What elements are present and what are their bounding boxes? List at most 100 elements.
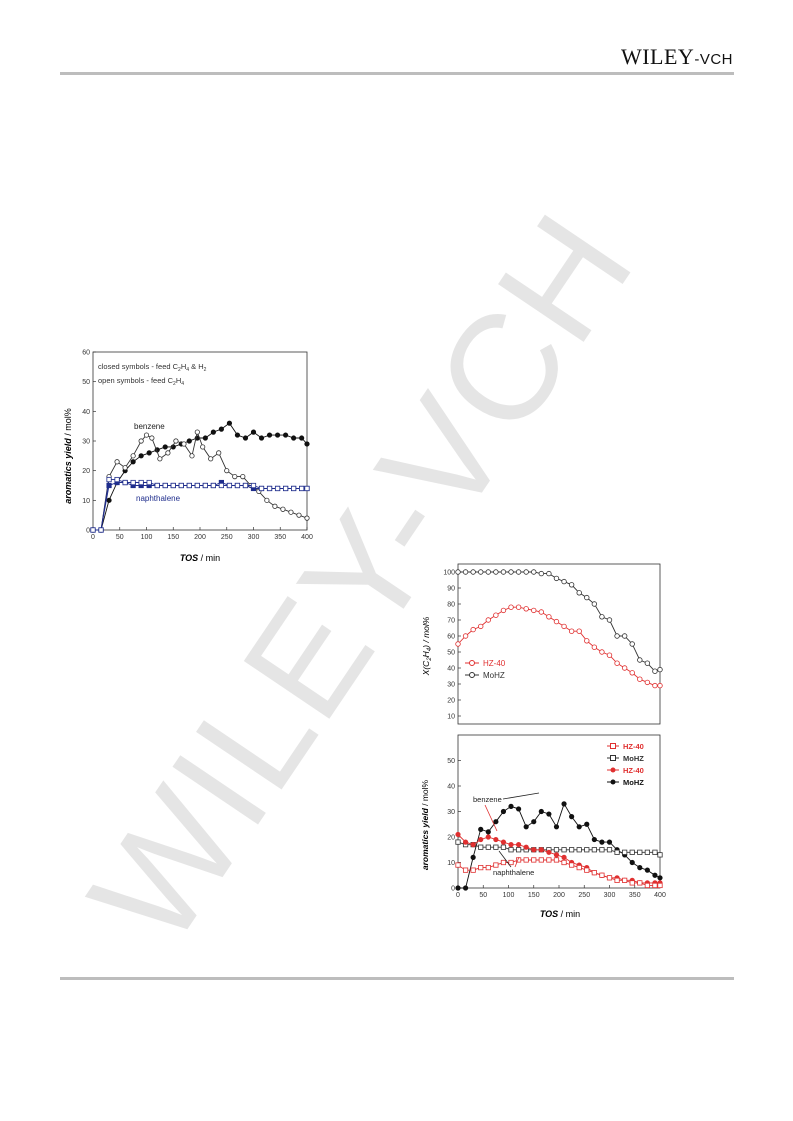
data-point xyxy=(629,859,635,866)
data-point xyxy=(234,432,241,438)
data-point xyxy=(478,864,484,871)
rb-arrow-benzene-2 xyxy=(484,804,498,832)
data-point xyxy=(652,682,658,689)
data-point xyxy=(470,842,476,848)
data-point xyxy=(500,844,507,850)
data-point xyxy=(189,453,195,459)
data-point xyxy=(455,862,461,868)
y-tick-label: 50 xyxy=(447,650,455,657)
data-point xyxy=(98,527,104,533)
data-point xyxy=(591,601,598,607)
y-tick-label: 10 xyxy=(82,498,90,505)
data-point xyxy=(258,485,265,492)
data-point xyxy=(500,569,507,575)
y-tick-label: 100 xyxy=(443,570,455,577)
data-point xyxy=(455,569,461,575)
data-point xyxy=(629,849,635,855)
data-point xyxy=(122,479,128,486)
data-point xyxy=(553,618,560,625)
data-point xyxy=(538,609,545,615)
data-point xyxy=(644,849,650,855)
data-point xyxy=(546,614,552,620)
data-point xyxy=(146,479,152,486)
data-point xyxy=(657,882,663,889)
data-point xyxy=(561,859,567,866)
data-point xyxy=(291,485,297,492)
data-point xyxy=(508,842,514,848)
data-point xyxy=(576,628,582,634)
x-tick-label: 400 xyxy=(301,534,313,541)
data-point xyxy=(478,844,484,850)
y-tick-label: 40 xyxy=(82,409,90,416)
x-tick-label: 350 xyxy=(629,892,641,899)
data-point xyxy=(629,670,635,676)
data-point xyxy=(157,456,163,462)
x-tick-label: 350 xyxy=(274,534,286,541)
data-point xyxy=(599,872,605,878)
x-tick-label: 300 xyxy=(604,892,616,899)
data-point xyxy=(250,482,257,489)
series-line-0 xyxy=(458,571,661,672)
data-point xyxy=(538,857,544,863)
data-point xyxy=(234,482,241,489)
data-point xyxy=(170,482,176,489)
data-point xyxy=(485,569,491,575)
y-tick-label: 50 xyxy=(82,379,90,386)
data-point xyxy=(523,606,529,612)
data-point xyxy=(569,847,575,853)
x-tick-label: 50 xyxy=(479,892,487,899)
data-point xyxy=(657,682,663,689)
rb-legend-hz40-filled: HZ-40 xyxy=(623,766,644,775)
x-tick-label: 300 xyxy=(248,534,260,541)
data-point xyxy=(462,885,469,891)
data-point xyxy=(637,676,643,682)
data-point xyxy=(130,459,136,465)
footer-rule xyxy=(60,977,734,980)
data-point xyxy=(462,839,469,845)
x-tick-label: 400 xyxy=(654,892,666,899)
data-point xyxy=(106,497,112,503)
data-point xyxy=(614,849,620,855)
chart-left: 0 10 20 30 40 50 60 0 50 100 150 200 250 300 350 400 cl… xyxy=(63,350,313,564)
data-point xyxy=(202,482,208,489)
y-tick-label: 70 xyxy=(447,618,455,625)
data-point xyxy=(304,515,310,521)
y-tick-label: 60 xyxy=(82,350,90,357)
header-rule xyxy=(60,72,734,75)
data-point xyxy=(299,485,305,492)
rt-legend-mohz: MoHZ xyxy=(483,671,505,680)
x-tick-label: 0 xyxy=(456,892,460,899)
data-point xyxy=(614,633,620,639)
data-point xyxy=(644,882,650,889)
chart-right-bottom: 0 10 20 30 40 50 0 50 100 150 200 250 300 350 400 HZ-4… xyxy=(420,734,666,919)
data-point xyxy=(90,527,96,533)
data-point xyxy=(181,441,187,447)
ann-open: open symbols - feed C2H4 xyxy=(98,376,184,387)
data-point xyxy=(553,857,560,863)
data-point xyxy=(652,872,658,878)
rb-x-axis-label: TOS / min xyxy=(540,909,580,919)
data-point xyxy=(493,819,499,825)
data-point xyxy=(657,852,663,858)
data-point xyxy=(652,849,658,855)
data-point xyxy=(154,482,160,489)
y-tick-label: 30 xyxy=(82,439,90,446)
data-point xyxy=(106,482,112,489)
data-point xyxy=(644,660,651,666)
series-line-0 xyxy=(458,802,661,889)
data-point xyxy=(470,626,476,633)
data-point xyxy=(508,604,514,610)
data-point xyxy=(614,877,620,883)
rb-legend-mohz-filled: MoHZ xyxy=(623,778,644,787)
data-point xyxy=(258,435,265,441)
data-point xyxy=(637,849,643,855)
data-point xyxy=(455,641,461,647)
data-point xyxy=(546,849,552,855)
data-point xyxy=(576,864,582,871)
data-point xyxy=(493,844,499,850)
data-point xyxy=(576,824,582,830)
data-point xyxy=(584,821,590,827)
data-point xyxy=(637,865,643,871)
data-point xyxy=(584,867,590,873)
y-tick-label: 60 xyxy=(447,634,455,641)
